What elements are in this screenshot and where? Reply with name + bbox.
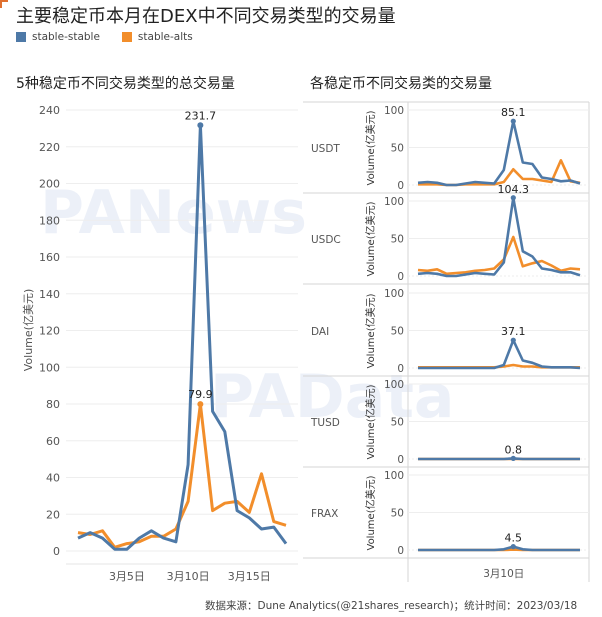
y-tick-label: 180 [39,214,60,227]
peak-marker[interactable] [510,118,516,124]
y-tick-label: 100 [384,379,404,391]
legend: stable-stable stable-alts [16,31,193,43]
peak-marker[interactable] [510,455,516,461]
y-tick-label: 50 [391,143,404,155]
peak-label: 0.8 [505,443,523,456]
y-axis-label: Volume(亿美元) [364,384,377,459]
x-tick-label: 3月15日 [228,570,271,583]
chart-title: 主要稳定币本月在DEX中不同交易类型的交易量 [16,6,396,27]
corner-mark [0,0,8,8]
y-tick-label: 100 [384,196,404,208]
y-tick-label: 0 [397,180,404,192]
peak-label: 37.1 [501,325,526,338]
y-tick-label: 100 [39,361,60,374]
y-tick-label: 80 [46,398,60,411]
y-axis-label: Volume(亿美元) [22,289,35,372]
panel-usdc: 0 50 100 USDC Volume(亿美元) 104.3 [303,183,589,285]
y-tick-label: 0 [397,363,404,375]
y-tick-label: 100 [384,470,404,482]
peak-label: 4.5 [505,532,523,545]
panel-coin-label: FRAX [311,508,338,520]
panel-coin-label: USDC [311,234,341,246]
y-axis-label: Volume(亿美元) [364,475,377,550]
y-tick-label: 50 [391,326,404,338]
legend-item-stable-alts[interactable]: stable-alts [121,31,193,43]
y-tick-label: 20 [46,508,60,521]
y-tick-label: 240 [39,104,60,117]
y-tick-label: 60 [46,435,60,448]
peak-marker[interactable] [510,544,516,550]
series-line-stable-stable[interactable] [417,119,581,187]
peak-label: 231.7 [185,109,217,122]
panel-usdt: 0 50 100 USDT Volume(亿美元) 85.1 [303,105,589,194]
y-tick-label: 200 [39,178,60,191]
peak-label: 79.9 [188,388,213,401]
panel-tusd: 0 50 100 TUSD Volume(亿美元) 0.8 [303,379,589,468]
legend-item-stable-stable[interactable]: stable-stable [16,31,100,43]
left-panel-title: 5种稳定币不同交易类型的总交易量 [16,76,235,92]
panel-coin-label: USDT [311,143,340,155]
y-tick-label: 140 [39,288,60,301]
peak-marker[interactable] [510,337,516,343]
x-tick-label: 3月10日 [483,568,524,580]
series-line-stable-alts[interactable] [417,235,581,276]
series-line-stable-stable[interactable] [77,123,288,551]
y-tick-label: 0 [53,545,60,558]
y-tick-label: 0 [397,454,404,466]
right-chart: 0 50 100 USDT Volume(亿美元) 85.1 0 50 100 USDC Volum… [303,101,590,582]
peak-label: 104.3 [498,183,530,196]
peak-label: 85.1 [501,106,526,119]
legend-swatch-blue [16,32,26,42]
y-tick-label: 50 [391,508,404,520]
legend-label: stable-stable [32,31,100,43]
y-tick-label: 100 [384,288,404,300]
legend-label: stable-alts [137,31,193,43]
peak-marker[interactable] [197,401,204,408]
y-tick-label: 0 [397,545,404,557]
peak-marker[interactable] [510,195,516,201]
y-axis-label: Volume(亿美元) [364,110,377,185]
series-line-stable-stable[interactable] [418,457,580,461]
panel-coin-label: DAI [311,326,329,338]
y-axis-label: Volume(亿美元) [364,293,377,368]
series-line-stable-stable[interactable] [418,545,580,552]
x-tick-label: 3月10日 [167,570,210,583]
series-line-stable-stable[interactable] [417,196,581,278]
y-tick-label: 160 [39,251,60,264]
y-tick-label: 0 [397,271,404,283]
right-panel-title: 各稳定币不同交易类的交易量 [310,76,492,92]
data-source-footer: 数据来源：Dune Analytics(@21shares_research)；… [205,600,578,612]
panel-coin-label: TUSD [310,417,340,429]
panel-frax: 0 50 100 FRAX Volume(亿美元) 4.5 [303,470,589,559]
y-axis-label: Volume(亿美元) [364,201,377,276]
series-line-stable-alts[interactable] [77,402,287,549]
x-tick-label: 3月5日 [109,570,145,583]
left-chart: 0 20 40 60 80 100 120 140 160 180 200 220 240 Volume(… [22,104,298,583]
y-tick-label: 100 [384,105,404,117]
legend-swatch-orange [121,32,132,42]
y-tick-label: 40 [46,472,60,485]
y-tick-label: 120 [39,325,60,338]
panel-dai: 0 50 100 DAI Volume(亿美元) 37.1 [303,288,589,377]
y-tick-label: 50 [391,234,404,246]
y-tick-label: 50 [391,417,404,429]
series-line-stable-stable[interactable] [418,338,581,370]
y-tick-label: 220 [39,141,60,154]
peak-marker[interactable] [197,122,204,129]
